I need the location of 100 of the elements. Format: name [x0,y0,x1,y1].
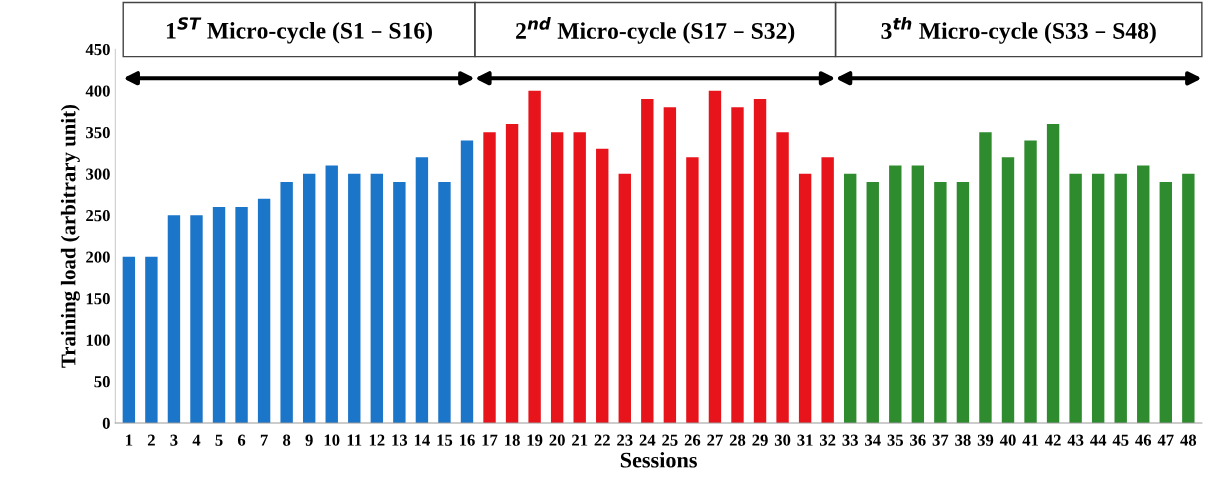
bar [1091,173,1105,423]
bar [866,182,879,423]
bar [776,132,789,423]
x-tick-label: 44 [1090,434,1107,446]
y-tick-label: 300 [86,168,110,180]
x-tick-label: 24 [639,434,656,446]
bar [145,256,158,423]
bar [596,148,609,423]
bar [641,99,654,423]
bar [708,90,722,423]
x-tick-label: 8 [283,434,291,446]
bar [528,90,541,423]
x-tick-label: 9 [305,434,313,446]
x-tick-label: 45 [1112,434,1129,446]
x-tick-label: 12 [369,434,385,446]
bar [911,165,925,423]
x-tick-label: 18 [505,434,520,446]
bar [618,173,631,423]
y-tick-label: 100 [86,334,110,346]
bar [370,173,384,423]
x-tick-label: 31 [797,434,813,446]
x-tick-label: 19 [527,434,543,446]
y-tick-label: 450 [85,43,110,56]
x-tick-label: 5 [215,434,223,446]
bar [1046,123,1060,423]
x-tick-label: 43 [1067,434,1084,446]
y-tick-label: 400 [85,85,110,97]
x-tick-label: 20 [549,434,565,446]
y-tick-label: 50 [94,376,110,388]
x-tick-label: 41 [1022,434,1039,446]
y-tick-label: 200 [86,251,110,263]
x-tick-label: 4 [192,434,201,446]
x-tick-label: 6 [237,434,246,446]
bar [257,198,271,423]
bar [212,207,226,423]
x-tick-label: 16 [459,434,475,446]
x-tick-label: 34 [865,434,881,446]
bar [1159,182,1172,423]
x-tick-label: 26 [684,434,701,446]
bar [190,215,203,423]
x-tick-label: 39 [977,434,994,446]
bar [1024,140,1037,423]
y-axis-title: Training load (arbitrary unit) [60,104,80,368]
x-tick-label: 14 [414,434,430,446]
x-tick-label: 10 [324,434,340,446]
x-tick-label: 29 [752,434,768,446]
x-tick-label: 13 [392,434,408,446]
x-tick-label: 25 [662,434,678,446]
bar [1182,173,1195,423]
x-tick-label: 15 [437,434,453,446]
bar [686,157,699,423]
bar [235,207,248,423]
x-tick-label: 37 [932,434,949,446]
bar [550,132,564,423]
bar [663,107,677,423]
bar [438,182,451,423]
bar [1001,157,1015,423]
x-tick-label: 35 [887,434,904,446]
x-tick-label: 40 [999,434,1016,446]
x-tick-label: 1 [126,434,133,446]
x-tick-label: 17 [482,434,498,446]
bar [731,107,744,423]
x-tick-label: 46 [1135,434,1152,446]
x-tick-label: 48 [1180,434,1197,446]
bar [415,157,429,423]
bar [1114,173,1127,423]
bar [460,140,474,423]
x-tick-label: 27 [707,434,723,446]
bar [753,99,767,423]
text: 1$^{ST}$ Micro-cycle (S1 – S16) [166,17,432,44]
bar [798,173,812,423]
text: 2$^{nd}$ Micro-cycle (S17 – S32) [516,17,795,44]
x-tick-label: 22 [594,434,610,446]
x-tick-label: 42 [1044,434,1061,446]
bar [325,165,338,423]
y-tick-label: 350 [86,126,110,139]
text: 3$^{th}$ Micro-cycle (S33 – S48) [881,17,1156,44]
bar [1069,173,1082,423]
x-tick-label: 32 [819,434,836,446]
y-tick-label: 150 [86,293,110,305]
x-tick-label: 11 [347,434,362,446]
x-tick-label: 30 [774,434,791,446]
x-axis-title: Sessions [620,451,697,468]
x-tick-label: 7 [260,434,268,446]
bar [122,256,136,423]
bar [1137,165,1150,423]
x-tick-label: 47 [1157,434,1174,446]
x-tick-label: 3 [170,434,178,446]
y-tick-label: 0 [102,417,110,429]
bar [167,215,181,423]
x-tick-label: 2 [147,434,155,446]
bar [956,182,970,423]
bar [348,173,361,423]
x-tick-label: 23 [617,434,633,446]
x-tick-label: 28 [729,434,746,446]
bar [573,132,586,423]
x-tick-label: 21 [572,434,588,446]
bar [934,182,947,423]
bar [821,157,834,423]
bar [393,182,406,423]
